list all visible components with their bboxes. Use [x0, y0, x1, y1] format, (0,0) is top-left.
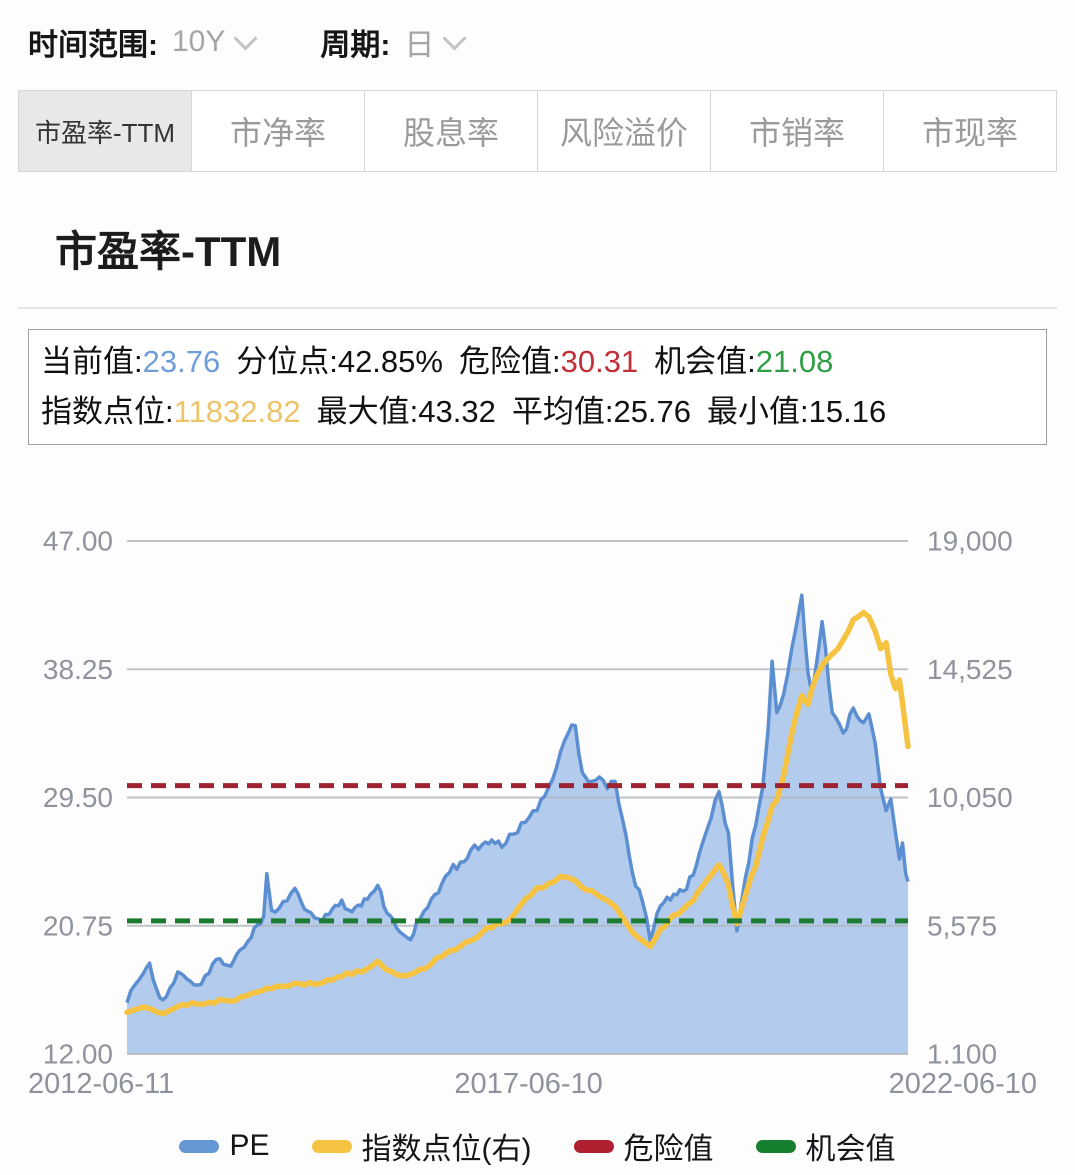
stat-row: 当前值:23.76 分位点:42.85% 危险值:30.31 机会值:21.08 [41, 337, 1034, 387]
stat-机会值: 机会值:21.08 [654, 344, 834, 379]
legend-item-指数点位(右)[interactable]: 指数点位(右) [311, 1124, 532, 1168]
divider [18, 307, 1057, 309]
tab-股息率[interactable]: 股息率 [364, 91, 537, 171]
tab-市销率[interactable]: 市销率 [710, 91, 883, 171]
tab-风险溢价[interactable]: 风险溢价 [537, 91, 710, 171]
tab-市现率[interactable]: 市现率 [883, 91, 1056, 171]
tab-市盈率-TTM[interactable]: 市盈率-TTM [19, 91, 191, 171]
time-range-label: 时间范围: [28, 29, 158, 62]
right-axis-tick: 1,100 [927, 1039, 997, 1065]
pe-area [127, 595, 908, 1054]
left-axis-tick: 38.25 [43, 654, 113, 685]
right-axis-tick: 5,575 [927, 910, 997, 941]
pe-line [125, 593, 910, 1004]
time-range-dropdown[interactable]: 时间范围: 10Y [28, 20, 258, 64]
left-axis-tick: 12.00 [43, 1039, 113, 1065]
stat-分位点: 分位点:42.85% [236, 344, 443, 379]
stat-危险值: 危险值:30.31 [458, 344, 639, 379]
stat-最大值: 最大值:43.32 [316, 394, 496, 429]
metric-tabs: 市盈率-TTM 市净率 股息率 风险溢价 市销率 市现率 [18, 90, 1057, 172]
x-axis-labels: 2012-06-11 2017-06-10 2022-06-10 [0, 1068, 1075, 1102]
stat-最小值: 最小值:15.16 [707, 394, 887, 429]
x-tick-end: 2022-06-10 [888, 1068, 1037, 1100]
legend-swatch [573, 1139, 614, 1153]
valuation-chart: 47.00 38.25 29.50 20.75 12.00 19,000 14,525 10,… [0, 499, 1075, 1168]
right-axis-tick: 14,525 [927, 654, 1013, 685]
legend-swatch [755, 1139, 796, 1153]
time-range-value: 10Y [172, 25, 226, 58]
legend-item-机会值[interactable]: 机会值 [755, 1124, 896, 1168]
right-axis-tick: 19,000 [927, 526, 1013, 557]
period-value: 日 [404, 29, 435, 62]
left-axis-tick: 20.75 [43, 910, 113, 941]
right-axis-tick: 10,050 [927, 782, 1013, 813]
x-tick-start: 2012-06-11 [28, 1068, 175, 1100]
toolbar: 时间范围: 10Y 周期: 日 [28, 20, 1075, 64]
chevron-down-icon [442, 25, 467, 51]
page-title: 市盈率-TTM [55, 228, 282, 275]
stat-row: 指数点位:11832.82 最大值:43.32 平均值:25.76 最小值:15.16 [41, 387, 1034, 437]
left-axis-tick: 47.00 [43, 526, 113, 557]
legend-item-危险值[interactable]: 危险值 [573, 1124, 714, 1168]
stat-平均值: 平均值:25.76 [511, 394, 692, 429]
period-dropdown[interactable]: 周期: 日 [320, 20, 467, 64]
legend-swatch [311, 1139, 352, 1153]
left-axis-tick: 29.50 [43, 782, 113, 813]
stat-指数点位: 指数点位:11832.82 [41, 394, 301, 429]
chart-plot-area[interactable]: 47.00 38.25 29.50 20.75 12.00 19,000 14,525 10,… [0, 499, 1075, 1065]
legend-item-PE[interactable]: PE [179, 1129, 270, 1163]
legend-swatch [179, 1139, 220, 1153]
index-line [124, 609, 911, 1017]
period-label: 周期: [320, 29, 391, 62]
x-tick-middle: 2017-06-10 [454, 1068, 603, 1100]
chevron-down-icon [233, 25, 258, 51]
stat-当前值: 当前值:23.76 [41, 344, 221, 379]
tab-市净率[interactable]: 市净率 [191, 91, 364, 171]
chart-legend: PE 指数点位(右) 危险值 机会值 [0, 1124, 1075, 1168]
stats-panel: 当前值:23.76 分位点:42.85% 危险值:30.31 机会值:21.08 指数点… [28, 329, 1047, 445]
